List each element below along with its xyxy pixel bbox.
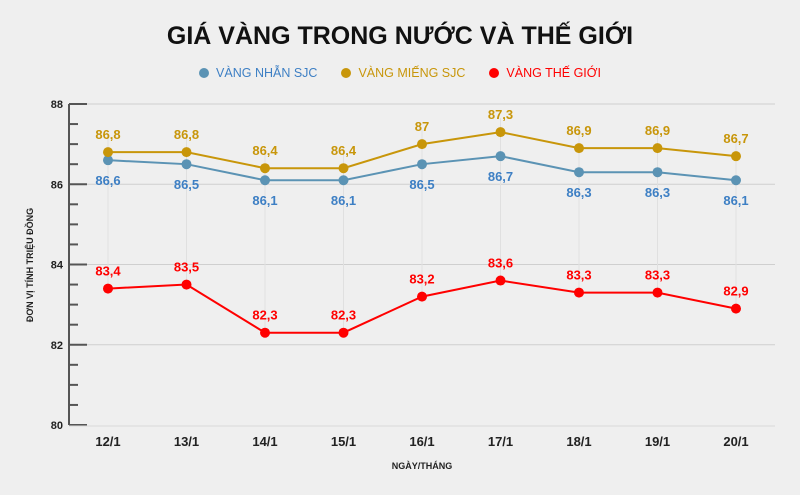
x-tick-label: 16/1 [409, 434, 434, 449]
data-label: 83,3 [566, 268, 591, 283]
data-point [652, 287, 663, 298]
data-point [103, 283, 113, 294]
data-label: 82,3 [252, 308, 277, 323]
data-label: 86,1 [331, 193, 356, 208]
data-label: 83,2 [409, 272, 434, 287]
data-label: 83,5 [174, 260, 199, 275]
data-label: 86,8 [174, 127, 199, 142]
legend: VÀNG NHẪN SJC VÀNG MIẾNG SJC VÀNG THẾ GI… [0, 66, 800, 80]
data-point [181, 279, 192, 290]
legend-label: VÀNG THẾ GIỚI [506, 66, 601, 80]
x-axis-title: NGÀY/THÁNG [392, 461, 453, 471]
data-point [338, 163, 349, 174]
data-point [652, 143, 663, 154]
data-point [417, 159, 427, 170]
y-tick-label: 82 [51, 340, 63, 352]
x-tick-label: 14/1 [252, 434, 277, 449]
x-tick-label: 15/1 [331, 434, 356, 449]
data-label: 87,3 [488, 107, 513, 122]
chart-title: GIÁ VÀNG TRONG NƯỚC VÀ THẾ GIỚI [166, 22, 634, 50]
data-label: 86,5 [174, 177, 199, 192]
data-label: 86,1 [252, 193, 277, 208]
data-label: 86,3 [645, 185, 670, 200]
legend-marker [341, 68, 352, 78]
data-label: 86,5 [409, 177, 434, 192]
legend-marker [489, 68, 500, 78]
x-tick-label: 18/1 [566, 434, 591, 449]
x-tick-label: 12/1 [95, 434, 120, 449]
data-point [495, 127, 506, 138]
data-point [103, 147, 113, 158]
data-label: 83,3 [645, 268, 670, 283]
data-label: 82,9 [723, 284, 748, 299]
data-point [181, 159, 192, 170]
legend-item: VÀNG NHẪN SJC [199, 66, 317, 80]
x-tick-label: 13/1 [174, 434, 199, 449]
data-label: 83,6 [488, 256, 513, 271]
data-point [495, 275, 506, 286]
data-point [417, 139, 427, 150]
data-point [574, 287, 584, 298]
data-label: 83,4 [95, 264, 121, 279]
data-point [338, 175, 349, 186]
legend-label: VÀNG NHẪN SJC [216, 66, 318, 80]
data-point [652, 167, 663, 178]
data-label: 87 [415, 119, 429, 134]
data-point [574, 143, 584, 154]
data-point [731, 151, 741, 162]
data-label: 86,9 [645, 123, 670, 138]
legend-item: VÀNG THẾ GIỚI [489, 66, 601, 80]
data-label: 86,9 [566, 123, 591, 138]
data-point [338, 327, 349, 338]
data-label: 86,3 [566, 185, 591, 200]
data-point [181, 147, 192, 158]
data-point [260, 175, 270, 186]
data-label: 86,8 [95, 127, 120, 142]
data-label: 86,4 [252, 143, 278, 158]
data-point [574, 167, 584, 178]
x-tick-label: 19/1 [645, 434, 670, 449]
x-tick-label: 20/1 [723, 434, 748, 449]
data-point [417, 291, 427, 302]
legend-label: VÀNG MIẾNG SJC [358, 66, 466, 80]
data-point [731, 175, 741, 186]
y-tick-label: 86 [51, 179, 63, 191]
data-point [731, 303, 741, 314]
y-tick-label: 84 [51, 260, 64, 272]
data-label: 82,3 [331, 308, 356, 323]
data-label: 86,6 [95, 173, 120, 188]
data-label: 86,7 [723, 131, 748, 146]
data-label: 86,4 [331, 143, 357, 158]
legend-item: VÀNG MIẾNG SJC [341, 66, 465, 80]
data-point [495, 151, 506, 162]
data-point [260, 163, 270, 174]
y-axis-title: ĐƠN VỊ TÍNH TRIỆU ĐỒNG [24, 208, 35, 322]
data-point [260, 327, 270, 338]
data-label: 86,7 [488, 169, 513, 184]
y-tick-label: 80 [51, 420, 63, 432]
data-point [103, 155, 113, 166]
y-tick-label: 88 [51, 99, 63, 111]
x-tick-label: 17/1 [488, 434, 513, 449]
legend-marker [199, 68, 210, 78]
data-label: 86,1 [723, 193, 748, 208]
